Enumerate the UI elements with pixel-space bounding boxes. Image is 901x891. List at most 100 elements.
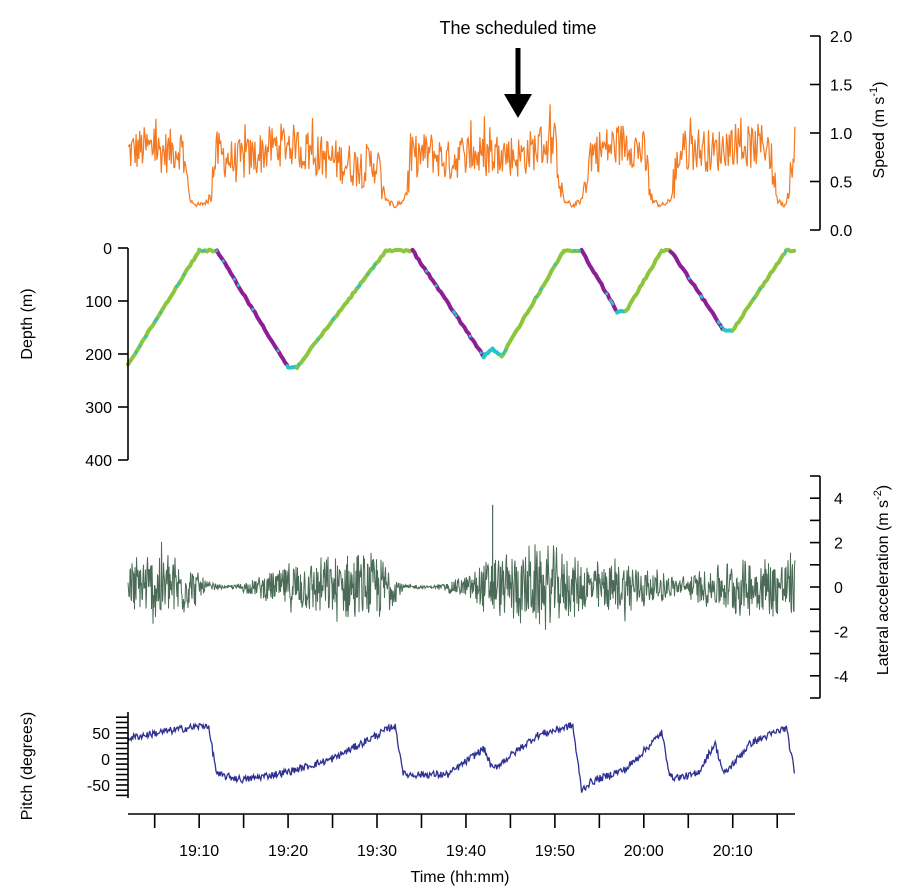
- time-tick-label: 20:00: [624, 843, 664, 860]
- lateral-tick-label: -4: [834, 669, 848, 686]
- depth-series-segment: [383, 247, 414, 254]
- depth-point: [700, 295, 704, 299]
- depth-point: [496, 352, 500, 356]
- lateral-tick-label: 0: [834, 580, 843, 597]
- depth-point: [221, 259, 225, 263]
- depth-point: [357, 283, 361, 287]
- depth-point: [479, 351, 483, 355]
- time-tick-label: 19:30: [357, 843, 397, 860]
- depth-point: [251, 307, 255, 311]
- depth-series-segment: [721, 327, 734, 333]
- depth-series-segment: [295, 249, 387, 370]
- lateral-axis-label: Lateral acceleration (m s-2): [872, 485, 892, 675]
- lateral-tick-label: 2: [834, 536, 843, 553]
- pitch-series: [127, 722, 796, 793]
- time-axis-label: Time (hh:mm): [411, 869, 510, 886]
- depth-series-segment: [561, 248, 582, 254]
- depth-point: [366, 272, 370, 276]
- speed-tick-label: 0.0: [830, 223, 852, 240]
- pitch-tick-label: 50: [92, 726, 110, 743]
- depth-tick-label: 400: [85, 453, 112, 470]
- pitch-tick-label: 0: [101, 752, 110, 769]
- depth-point: [203, 249, 207, 253]
- depth-point: [605, 292, 609, 296]
- depth-point: [535, 295, 538, 299]
- depth-point: [138, 344, 141, 348]
- depth-point: [687, 276, 691, 280]
- depth-panel: 0 100 200 300 400: [85, 241, 797, 470]
- depth-series-segment: [784, 247, 797, 254]
- depth-series-segment: [214, 248, 289, 367]
- depth-series-segment: [499, 250, 566, 359]
- depth-point: [573, 249, 577, 253]
- lateral-acceleration-panel: -4 -2 0 2 4: [127, 475, 848, 699]
- depth-point: [493, 349, 497, 353]
- depth-series-segment: [286, 364, 299, 370]
- depth-point: [177, 281, 181, 285]
- depth-tick-label: 200: [85, 347, 112, 364]
- scheduled-time-annotation: The scheduled time: [439, 18, 596, 38]
- depth-point: [155, 317, 159, 321]
- depth-point: [503, 349, 507, 353]
- depth-series-segment: [126, 251, 200, 367]
- speed-panel: 0.0 0.5 1.0 1.5 2.0: [127, 29, 852, 240]
- depth-point: [758, 287, 762, 291]
- lateral-tick-label: -2: [834, 624, 848, 641]
- depth-series-segment: [624, 251, 662, 313]
- depth-tick-label: 0: [103, 241, 112, 258]
- scheduled-time-arrow: [504, 48, 532, 118]
- depth-point: [153, 319, 157, 323]
- depth-point: [434, 284, 438, 288]
- depth-point: [452, 311, 456, 315]
- speed-tick-label: 0.5: [830, 175, 852, 192]
- depth-point: [356, 285, 360, 289]
- depth-point: [371, 266, 375, 270]
- time-tick-label: 19:50: [535, 843, 575, 860]
- depth-point: [297, 363, 301, 367]
- depth-point: [539, 287, 543, 291]
- pitch-axis-label: Pitch (degrees): [19, 712, 36, 821]
- time-axis: 19:10 19:20 19:30 19:40 19:50 20:00 20:10: [128, 813, 795, 860]
- time-tick-label: 20:10: [713, 843, 753, 860]
- depth-point: [719, 325, 723, 328]
- lateral-series: [127, 541, 796, 630]
- depth-axis-label: Depth (m): [19, 288, 36, 359]
- depth-series-segment: [410, 247, 485, 358]
- speed-tick-label: 1.0: [830, 126, 852, 143]
- depth-point: [215, 249, 219, 253]
- lateral-tick-label: 4: [834, 491, 843, 508]
- depth-point: [424, 269, 428, 273]
- depth-point: [316, 337, 320, 341]
- depth-point: [332, 317, 336, 321]
- depth-point: [784, 250, 787, 254]
- depth-point: [285, 364, 289, 368]
- depth-point: [454, 314, 458, 317]
- depth-point: [373, 263, 377, 267]
- depth-point: [276, 349, 280, 353]
- depth-point: [134, 350, 138, 354]
- depth-point: [610, 300, 614, 304]
- depth-point: [236, 284, 240, 287]
- depth-series-segment: [730, 251, 787, 333]
- depth-point: [144, 335, 148, 338]
- depth-point: [554, 263, 558, 267]
- depth-series-segment: [668, 249, 725, 331]
- time-tick-label: 19:40: [446, 843, 486, 860]
- depth-point: [232, 277, 236, 281]
- depth-tick-label: 100: [85, 294, 112, 311]
- depth-point: [501, 352, 505, 355]
- pitch-panel: -50 0 50: [87, 712, 796, 798]
- depth-point: [608, 298, 612, 302]
- time-tick-label: 19:20: [268, 843, 308, 860]
- speed-tick-label: 1.5: [830, 78, 852, 95]
- speed-series: [127, 104, 796, 209]
- time-tick-label: 19:10: [179, 843, 219, 860]
- pitch-tick-label: -50: [87, 778, 110, 795]
- depth-point: [468, 334, 472, 338]
- depth-point: [616, 310, 620, 314]
- depth-series-segment: [481, 347, 494, 360]
- depth-point: [200, 249, 204, 253]
- depth-point: [716, 320, 720, 324]
- depth-point: [577, 249, 581, 253]
